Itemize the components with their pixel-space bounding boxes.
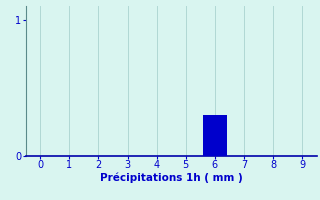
X-axis label: Précipitations 1h ( mm ): Précipitations 1h ( mm ) bbox=[100, 173, 243, 183]
Bar bbox=[203, 115, 227, 156]
